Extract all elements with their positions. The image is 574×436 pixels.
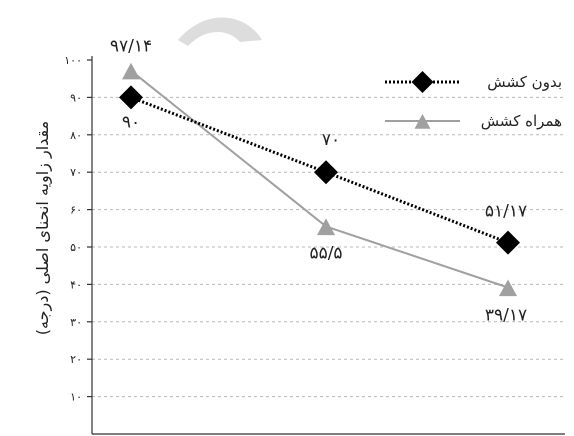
y-tick-label: ۶۰ — [70, 204, 82, 217]
y-tick-label: ۵۰ — [70, 241, 82, 254]
diamond-marker — [496, 230, 520, 255]
legend-label: بدون کشش — [487, 73, 562, 91]
triangle-marker — [317, 218, 335, 236]
diamond-marker — [119, 85, 143, 110]
triangle-marker — [122, 62, 140, 80]
series-markers — [119, 62, 520, 297]
axes — [87, 56, 565, 435]
y-tick-label: ۱۰۰ — [64, 54, 82, 67]
data-label: ۹۷/۱۴ — [110, 37, 152, 57]
watermark-shape — [178, 17, 262, 46]
diamond-marker — [411, 71, 434, 93]
y-tick-label: ۱۰ — [70, 391, 82, 404]
data-label: ۹۰ — [122, 112, 140, 132]
data-labels: ۹۰ ۷۰ ۵۱/۱۷ ۹۷/۱۴ ۵۵/۵ ۳۹/۱۷ — [110, 37, 527, 326]
diamond-marker — [314, 160, 338, 185]
y-tick-label: ۴۰ — [70, 278, 82, 291]
y-tick-label: ۳۰ — [70, 316, 82, 329]
y-axis-label: مقدار زاویه انحنای اصلی (درجه) — [33, 121, 53, 335]
triangle-marker — [414, 114, 431, 129]
data-label: ۵۱/۱۷ — [485, 202, 527, 222]
data-label: ۳۹/۱۷ — [485, 306, 527, 326]
y-tick-label: ۷۰ — [70, 166, 82, 179]
legend-label: همراه کشش — [481, 112, 562, 130]
data-label: ۵۵/۵ — [309, 243, 342, 263]
y-tick-labels: ۱۰ ۲۰ ۳۰ ۴۰ ۵۰ ۶۰ ۷۰ ۸۰ ۹۰ ۱۰۰ — [64, 54, 82, 404]
legend: بدون کشش همراه کشش — [385, 71, 562, 130]
y-tick-label: ۹۰ — [70, 91, 82, 104]
data-label: ۷۰ — [322, 130, 340, 150]
y-tick-label: ۸۰ — [70, 129, 82, 142]
y-tick-label: ۲۰ — [70, 353, 82, 366]
triangle-marker — [499, 279, 517, 297]
